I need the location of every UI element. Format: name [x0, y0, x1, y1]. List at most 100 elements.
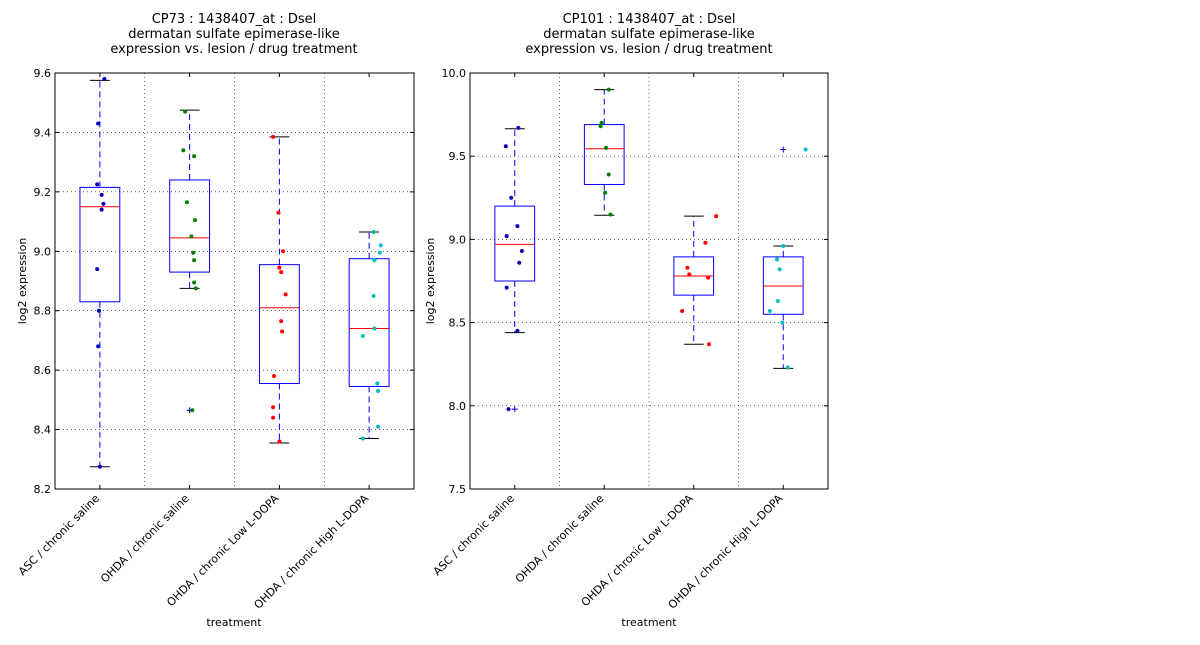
- data-point: [516, 125, 521, 130]
- x-axis-label: treatment: [206, 616, 262, 629]
- data-point: [271, 405, 276, 410]
- box-3: [673, 215, 715, 345]
- plot-area: 7.5 8.0 8.5 9.0 9.5 10.0 ASC / chronic salineO…: [431, 67, 829, 612]
- data-point: [276, 210, 281, 215]
- data-point: [780, 320, 785, 325]
- data-point: [279, 319, 284, 324]
- data-point: [190, 408, 195, 413]
- data-point: [603, 190, 608, 195]
- data-point: [714, 214, 719, 219]
- y-tick-label: 9.6: [34, 67, 52, 80]
- data-point: [271, 415, 276, 420]
- data-point: [372, 326, 377, 331]
- data-point: [101, 201, 106, 206]
- y-tick-label: 9.0: [34, 245, 52, 258]
- data-point: [280, 249, 285, 254]
- data-point: [277, 439, 282, 444]
- x-tick-label: ASC / chronic saline: [16, 492, 102, 578]
- box-iqr: [169, 179, 211, 273]
- data-point: [283, 292, 288, 297]
- data-point: [604, 145, 609, 150]
- chart-panel-cp101: CP101 : 1438407_at : Dsel dermatan sulfa…: [424, 12, 829, 629]
- data-point: [96, 308, 101, 313]
- box-iqr: [494, 205, 536, 282]
- outlier-marker: [780, 146, 787, 153]
- data-point: [189, 234, 194, 239]
- data-point: [803, 147, 808, 152]
- data-point: [99, 207, 104, 212]
- x-tick-label: OHDA / chronic saline: [98, 492, 192, 586]
- data-point: [777, 267, 782, 272]
- data-point: [96, 344, 101, 349]
- chart-title-line-1: CP73 : 1438407_at : Dsel: [152, 12, 317, 27]
- data-point: [503, 144, 508, 149]
- chart-title-line-3: expression vs. lesion / drug treatment: [525, 42, 772, 57]
- data-point: [192, 280, 197, 285]
- data-point: [95, 182, 100, 187]
- data-point: [680, 308, 685, 313]
- data-point: [183, 109, 188, 114]
- data-point: [775, 298, 780, 303]
- box-2: [583, 89, 625, 216]
- data-point: [781, 244, 786, 249]
- box-2: [169, 109, 211, 414]
- data-point: [378, 243, 383, 248]
- y-tick-label: 9.5: [449, 150, 467, 163]
- data-point: [506, 407, 511, 412]
- y-tick-label: 8.0: [449, 400, 467, 413]
- data-point: [371, 229, 376, 234]
- axes-frame: [469, 72, 829, 490]
- data-point: [376, 388, 381, 393]
- chart-title-line-3: expression vs. lesion / drug treatment: [110, 42, 357, 57]
- data-point: [687, 272, 692, 277]
- data-point: [192, 154, 197, 159]
- data-point: [515, 328, 520, 333]
- x-tick-label: ASC / chronic saline: [431, 492, 517, 578]
- x-axis-label: treatment: [621, 616, 677, 629]
- data-point: [608, 212, 613, 217]
- box-iqr: [583, 124, 625, 185]
- data-point: [706, 275, 711, 280]
- data-point: [598, 124, 603, 129]
- data-point: [96, 121, 101, 126]
- data-point: [606, 172, 611, 177]
- y-tick-label: 8.6: [34, 364, 52, 377]
- data-point: [360, 333, 365, 338]
- y-tick-label: 8.8: [34, 305, 52, 318]
- y-tick-label: 9.2: [34, 186, 52, 199]
- data-point: [599, 120, 604, 125]
- data-point: [509, 195, 514, 200]
- data-point: [181, 148, 186, 153]
- data-point: [360, 436, 365, 441]
- y-tick-label: 8.4: [34, 424, 52, 437]
- box-4: [348, 231, 390, 439]
- data-point: [191, 250, 196, 255]
- box-3: [258, 136, 300, 444]
- data-point: [271, 374, 276, 379]
- data-point: [377, 250, 382, 255]
- data-point: [95, 267, 100, 272]
- data-point: [685, 265, 690, 270]
- data-point: [193, 286, 198, 291]
- y-tick-label: 9.0: [449, 233, 467, 246]
- data-point: [519, 249, 524, 254]
- data-point: [504, 285, 509, 290]
- y-axis-label: log2 expression: [424, 238, 437, 325]
- axes-frame: [54, 72, 415, 490]
- y-tick-label: 8.2: [34, 483, 52, 496]
- data-point: [517, 260, 522, 265]
- box-iqr: [348, 258, 390, 387]
- data-point: [785, 365, 790, 370]
- y-axis-label: log2 expression: [16, 238, 29, 325]
- box-iqr: [258, 264, 300, 385]
- data-point: [280, 329, 285, 334]
- chart-title-line-2: dermatan sulfate epimerase-like: [128, 27, 339, 42]
- data-point: [102, 76, 107, 81]
- data-point: [706, 342, 711, 347]
- data-point: [372, 258, 377, 263]
- data-point: [376, 424, 381, 429]
- data-point: [371, 293, 376, 298]
- y-tick-label: 9.4: [34, 126, 52, 139]
- data-point: [277, 265, 282, 270]
